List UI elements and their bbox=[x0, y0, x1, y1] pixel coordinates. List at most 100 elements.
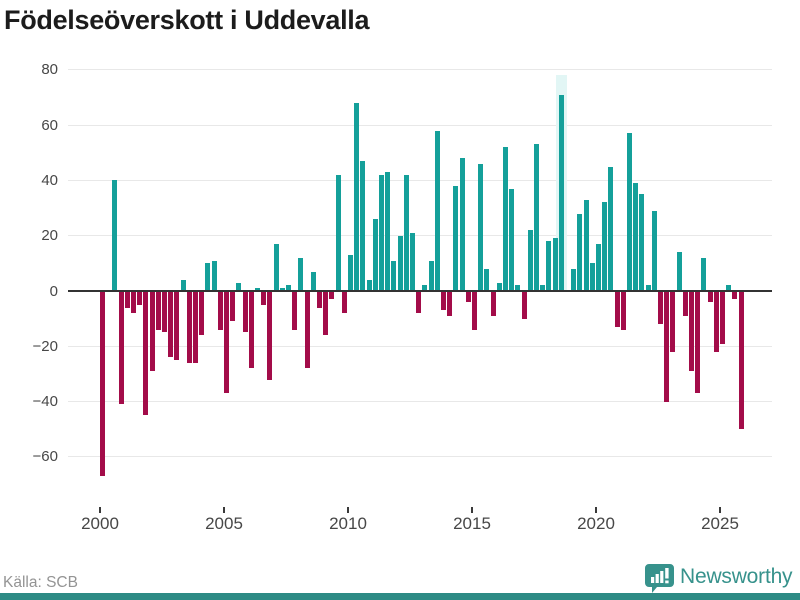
bar-positive bbox=[403, 174, 409, 291]
x-axis-tick-mark bbox=[99, 507, 101, 513]
bar-positive bbox=[205, 263, 211, 291]
bar-negative bbox=[118, 291, 124, 405]
bar-negative bbox=[614, 291, 620, 327]
y-axis-tick-label: −40 bbox=[32, 393, 58, 411]
bar-negative bbox=[137, 291, 143, 305]
bar-negative bbox=[465, 291, 471, 303]
bar-positive bbox=[540, 285, 546, 291]
bar-negative bbox=[713, 291, 719, 352]
x-axis-tick-mark bbox=[471, 507, 473, 513]
bar-negative bbox=[124, 291, 130, 308]
y-gridline bbox=[68, 179, 772, 181]
bottom-accent-bar bbox=[0, 593, 800, 600]
bar-positive bbox=[583, 199, 589, 291]
bar-negative bbox=[447, 291, 453, 316]
bar-positive bbox=[577, 213, 583, 291]
bar-positive bbox=[180, 279, 186, 291]
y-axis-tick-label: 60 bbox=[41, 116, 58, 134]
chart-title: Födelseöverskott i Uddevalla bbox=[4, 5, 370, 35]
bar-negative bbox=[695, 291, 701, 394]
bar-positive bbox=[589, 263, 595, 291]
bar-positive bbox=[286, 285, 291, 291]
y-gridline bbox=[68, 456, 772, 458]
bar-positive bbox=[571, 268, 577, 291]
bar-negative bbox=[267, 291, 273, 380]
bar-negative bbox=[261, 291, 267, 305]
bar-positive bbox=[366, 279, 372, 291]
bar-positive bbox=[428, 260, 434, 291]
newsworthy-speech-bubble-barchart-icon bbox=[645, 564, 674, 593]
newsworthy-wordmark: Newsworthy bbox=[680, 565, 793, 588]
bar-negative bbox=[224, 291, 229, 394]
bar-negative bbox=[670, 291, 676, 352]
bar-positive bbox=[410, 232, 415, 291]
bar-negative bbox=[620, 291, 626, 330]
bar-positive bbox=[558, 94, 564, 291]
x-axis-tick-mark bbox=[223, 507, 225, 513]
bar-negative bbox=[682, 291, 688, 316]
y-axis-tick-label: 20 bbox=[41, 227, 58, 245]
bar-positive bbox=[112, 180, 118, 291]
bar-positive bbox=[273, 243, 279, 291]
bar-negative bbox=[329, 291, 335, 300]
x-axis-tick-label: 2015 bbox=[453, 514, 491, 533]
bar-negative bbox=[472, 291, 477, 330]
bar-positive bbox=[509, 188, 515, 291]
bar-negative bbox=[738, 291, 744, 430]
bar-positive bbox=[434, 130, 440, 291]
bar-negative bbox=[186, 291, 192, 363]
bar-positive bbox=[726, 285, 732, 291]
bar-positive bbox=[279, 288, 285, 291]
bar-positive bbox=[596, 243, 601, 291]
bar-negative bbox=[242, 291, 248, 333]
bar-negative bbox=[521, 291, 527, 319]
bar-negative bbox=[490, 291, 496, 316]
x-axis-tick-label: 2000 bbox=[81, 514, 119, 533]
y-gridline bbox=[68, 235, 772, 237]
bar-negative bbox=[155, 291, 161, 330]
bar-negative bbox=[707, 291, 713, 303]
bar-negative bbox=[199, 291, 205, 336]
bar-negative bbox=[149, 291, 155, 372]
bar-positive bbox=[348, 255, 353, 291]
bar-negative bbox=[143, 291, 149, 416]
y-axis-tick-label: −20 bbox=[32, 337, 58, 355]
bar-positive bbox=[527, 230, 533, 291]
source-credit: Källa: SCB bbox=[3, 574, 78, 591]
bar-negative bbox=[664, 291, 670, 402]
x-axis-tick-mark bbox=[347, 507, 349, 513]
bar-negative bbox=[416, 291, 422, 314]
bar-positive bbox=[608, 166, 614, 291]
bar-positive bbox=[354, 102, 360, 291]
y-axis-tick-label: 40 bbox=[41, 171, 58, 189]
y-axis-tick-label: −60 bbox=[32, 448, 58, 466]
y-axis-tick-label: 80 bbox=[41, 61, 58, 79]
bar-positive bbox=[651, 210, 657, 291]
bar-positive bbox=[397, 235, 403, 291]
bar-positive bbox=[534, 144, 539, 291]
bar-positive bbox=[211, 260, 217, 291]
bar-positive bbox=[391, 260, 397, 291]
bar-negative bbox=[689, 291, 694, 372]
x-axis-tick-label: 2025 bbox=[701, 514, 739, 533]
bar-positive bbox=[503, 147, 508, 291]
bar-positive bbox=[639, 194, 645, 291]
y-gridline bbox=[68, 401, 772, 403]
bar-negative bbox=[341, 291, 347, 314]
bar-negative bbox=[174, 291, 180, 361]
bar-negative bbox=[441, 291, 446, 311]
bar-positive bbox=[422, 285, 428, 291]
y-gridline bbox=[68, 69, 772, 71]
bar-negative bbox=[658, 291, 663, 325]
y-gridline bbox=[68, 124, 772, 126]
bar-negative bbox=[230, 291, 236, 322]
bar-negative bbox=[193, 291, 198, 363]
bar-positive bbox=[478, 163, 484, 291]
bar-positive bbox=[484, 268, 490, 291]
bar-negative bbox=[131, 291, 136, 314]
x-axis-tick-mark bbox=[595, 507, 597, 513]
bar-positive bbox=[379, 174, 384, 291]
bar-positive bbox=[515, 285, 521, 291]
bar-positive bbox=[676, 252, 682, 291]
bar-positive bbox=[298, 257, 304, 291]
